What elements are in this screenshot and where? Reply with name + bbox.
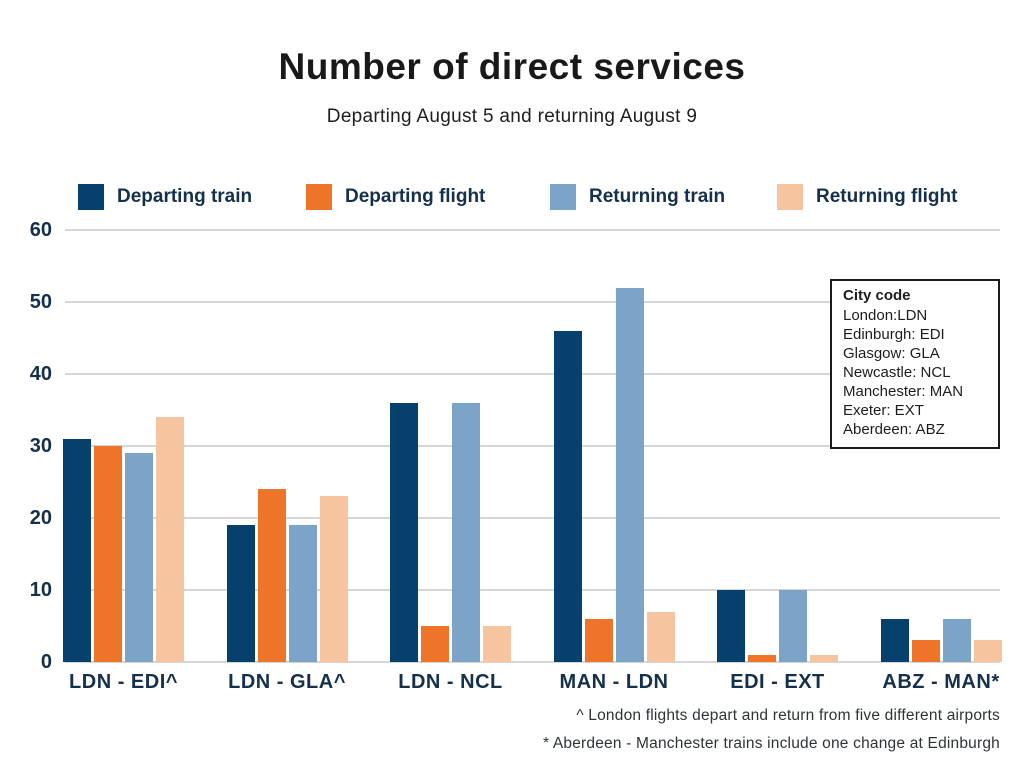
city-code-entry-london: London:LDN (843, 307, 928, 324)
x-label-ldn-ncl: LDN - NCL (398, 671, 503, 693)
legend-item-returning-train: Returning train (550, 183, 725, 210)
bar-returning-flight-abz-man (973, 640, 1002, 662)
chart-subtitle: Departing August 5 and returning August … (326, 106, 698, 127)
bar-returning-train-ldn-ncl (452, 403, 480, 662)
city-code-entry-aberdeen: Aberdeen: ABZ (843, 421, 945, 438)
gridline-20 (65, 517, 1000, 519)
bar-returning-train-ldn-gla (288, 525, 317, 662)
bar-departing-flight-edi-ext (748, 655, 776, 662)
y-tick-10: 10 (29, 579, 52, 601)
legend-item-returning-flight: Returning flight (777, 183, 957, 210)
bar-departing-train-abz-man (880, 619, 909, 662)
bar-returning-train-man-ldn (615, 288, 644, 662)
city-code-box: City code London:LDN Edinburgh: EDI Glas… (830, 279, 1000, 449)
legend-label-departing-flight: Departing flight (345, 185, 486, 207)
bar-departing-flight-man-ldn (584, 619, 613, 662)
y-tick-50: 50 (29, 291, 52, 313)
legend-swatch-returning-train (550, 183, 576, 210)
legend-item-departing-train: Departing train (78, 183, 252, 210)
y-tick-20: 20 (29, 507, 52, 529)
y-tick-40: 40 (29, 363, 52, 385)
gridline-0 (65, 661, 1000, 663)
legend-label-departing-train: Departing train (117, 185, 253, 207)
bar-returning-train-abz-man (942, 619, 971, 662)
x-label-abz-man: ABZ - MAN* (882, 671, 1000, 693)
bar-departing-flight-ldn-edi (94, 446, 122, 662)
bar-returning-flight-ldn-gla (319, 496, 348, 662)
bar-departing-train-man-ldn (553, 331, 582, 662)
bar-returning-train-ldn-edi (125, 453, 153, 662)
city-code-entry-edinburgh: Edinburgh: EDI (843, 326, 945, 343)
legend-swatch-departing-train (78, 183, 104, 210)
chart-legend: Departing train Departing flight Returning… (0, 183, 1024, 211)
y-tick-0: 0 (40, 651, 52, 673)
bar-returning-train-edi-ext (779, 590, 807, 662)
bar-departing-train-ldn-edi (63, 439, 91, 662)
city-code-box-title: City code (843, 287, 911, 304)
city-code-entry-newcastle: Newcastle: NCL (843, 364, 951, 381)
city-code-entry-glasgow: Glasgow: GLA (843, 345, 940, 362)
bar-returning-flight-ldn-ncl (483, 626, 511, 662)
legend-label-returning-flight: Returning flight (816, 185, 958, 207)
bar-departing-train-ldn-gla (226, 525, 255, 662)
footnote-flights: ^ London flights depart and return from … (576, 707, 1000, 724)
footnote-trains: * Aberdeen - Manchester trains include o… (542, 735, 1000, 752)
gridline-50 (65, 301, 1000, 303)
bar-returning-flight-man-ldn (646, 612, 675, 662)
city-code-entry-manchester: Manchester: MAN (843, 383, 964, 400)
gridline-10 (65, 589, 1000, 591)
bar-departing-flight-abz-man (911, 640, 940, 662)
x-label-ldn-gla: LDN - GLA^ (228, 671, 346, 693)
bar-departing-flight-ldn-gla (257, 489, 286, 662)
x-label-ldn-edi: LDN - EDI^ (69, 671, 178, 693)
legend-swatch-returning-flight (777, 183, 803, 210)
legend-label-returning-train: Returning train (589, 185, 726, 207)
x-label-edi-ext: EDI - EXT (730, 671, 825, 693)
gridline-60 (65, 229, 1000, 231)
legend-item-departing-flight: Departing flight (306, 183, 485, 210)
y-tick-30: 30 (29, 435, 52, 457)
gridline-40 (65, 373, 1000, 375)
bar-departing-flight-ldn-ncl (421, 626, 449, 662)
bar-returning-flight-ldn-edi (156, 417, 184, 662)
chart-title: Number of direct services (278, 46, 746, 87)
bar-departing-train-edi-ext (717, 590, 745, 662)
x-label-man-ldn: MAN - LDN (559, 671, 669, 693)
gridline-30 (65, 445, 1000, 447)
y-tick-60: 60 (29, 219, 52, 241)
legend-swatch-departing-flight (306, 183, 332, 210)
bar-returning-flight-edi-ext (810, 655, 838, 662)
city-code-entry-exeter: Exeter: EXT (843, 402, 924, 419)
bar-departing-train-ldn-ncl (390, 403, 418, 662)
